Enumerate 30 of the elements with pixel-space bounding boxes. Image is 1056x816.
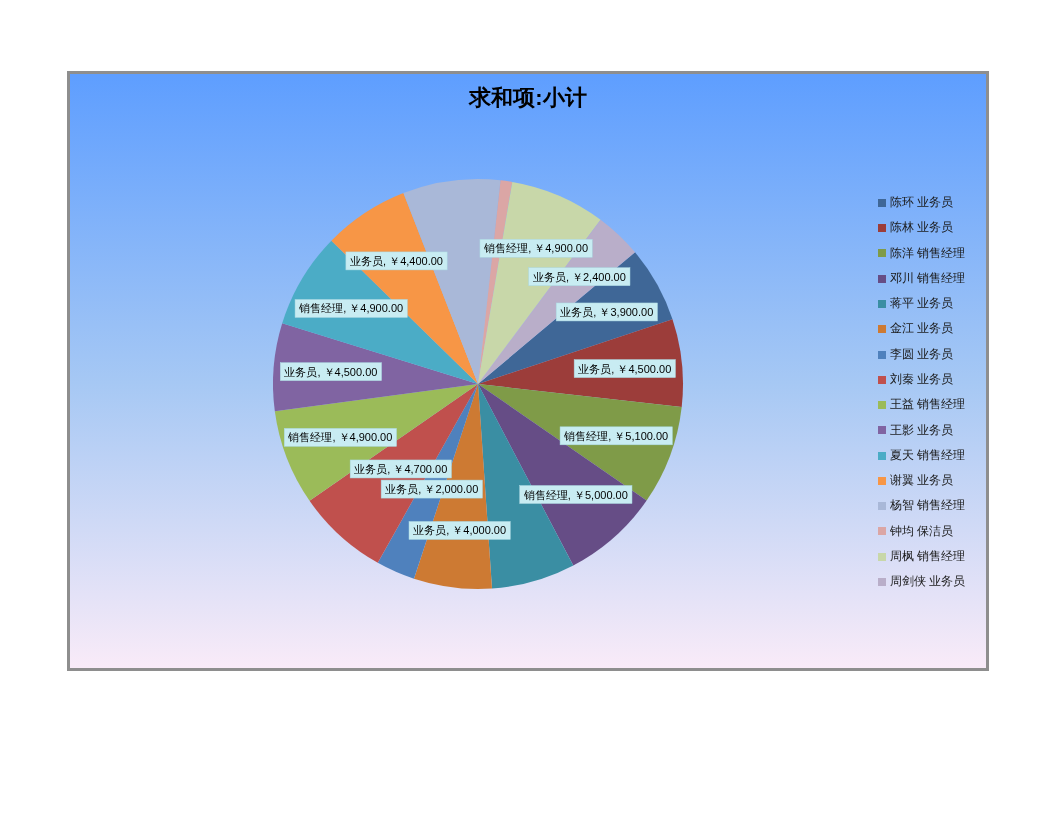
data-label: 业务员, ￥3,900.00 — [560, 305, 654, 318]
legend-label: 钟均 保洁员 — [890, 524, 954, 539]
data-label: 销售经理, ￥4,900.00 — [298, 302, 404, 315]
legend-label: 刘秦 业务员 — [890, 372, 954, 387]
data-label: 销售经理, ￥4,900.00 — [287, 431, 393, 444]
data-label: 业务员, ￥4,500.00 — [578, 362, 672, 375]
data-label: 业务员, ￥4,500.00 — [284, 365, 378, 378]
legend-label: 陈林 业务员 — [890, 220, 954, 235]
legend-label: 蒋平 业务员 — [890, 296, 954, 311]
legend-label: 陈环 业务员 — [890, 195, 954, 210]
legend-label: 王益 销售经理 — [890, 397, 966, 412]
data-label: 销售经理, ￥5,100.00 — [563, 429, 669, 442]
legend-label: 周剑侠 业务员 — [890, 574, 966, 589]
chart-title: 求和项:小计 — [467, 85, 588, 111]
legend-label: 杨智 销售经理 — [890, 498, 966, 513]
data-label: 销售经理, ￥5,000.00 — [522, 488, 628, 501]
data-label: 业务员, ￥4,400.00 — [350, 254, 443, 267]
data-label: 业务员, ￥4,700.00 — [354, 462, 448, 475]
legend-label: 夏天 销售经理 — [890, 448, 966, 463]
legend-label: 金江 业务员 — [890, 321, 954, 336]
legend-label: 周枫 销售经理 — [890, 549, 966, 564]
legend-label: 李圆 业务员 — [890, 347, 954, 362]
data-label: 业务员, ￥2,400.00 — [532, 270, 626, 283]
data-label: 业务员, ￥4,000.00 — [413, 524, 507, 537]
data-label: 销售经理, ￥4,900.00 — [483, 242, 589, 255]
legend-label: 王影 业务员 — [890, 422, 954, 437]
legend-label: 陈洋 销售经理 — [890, 245, 966, 260]
data-label: 业务员, ￥2,000.00 — [385, 483, 479, 496]
legend-label: 邓川 销售经理 — [890, 271, 966, 286]
legend-label: 谢翼 业务员 — [890, 473, 954, 488]
